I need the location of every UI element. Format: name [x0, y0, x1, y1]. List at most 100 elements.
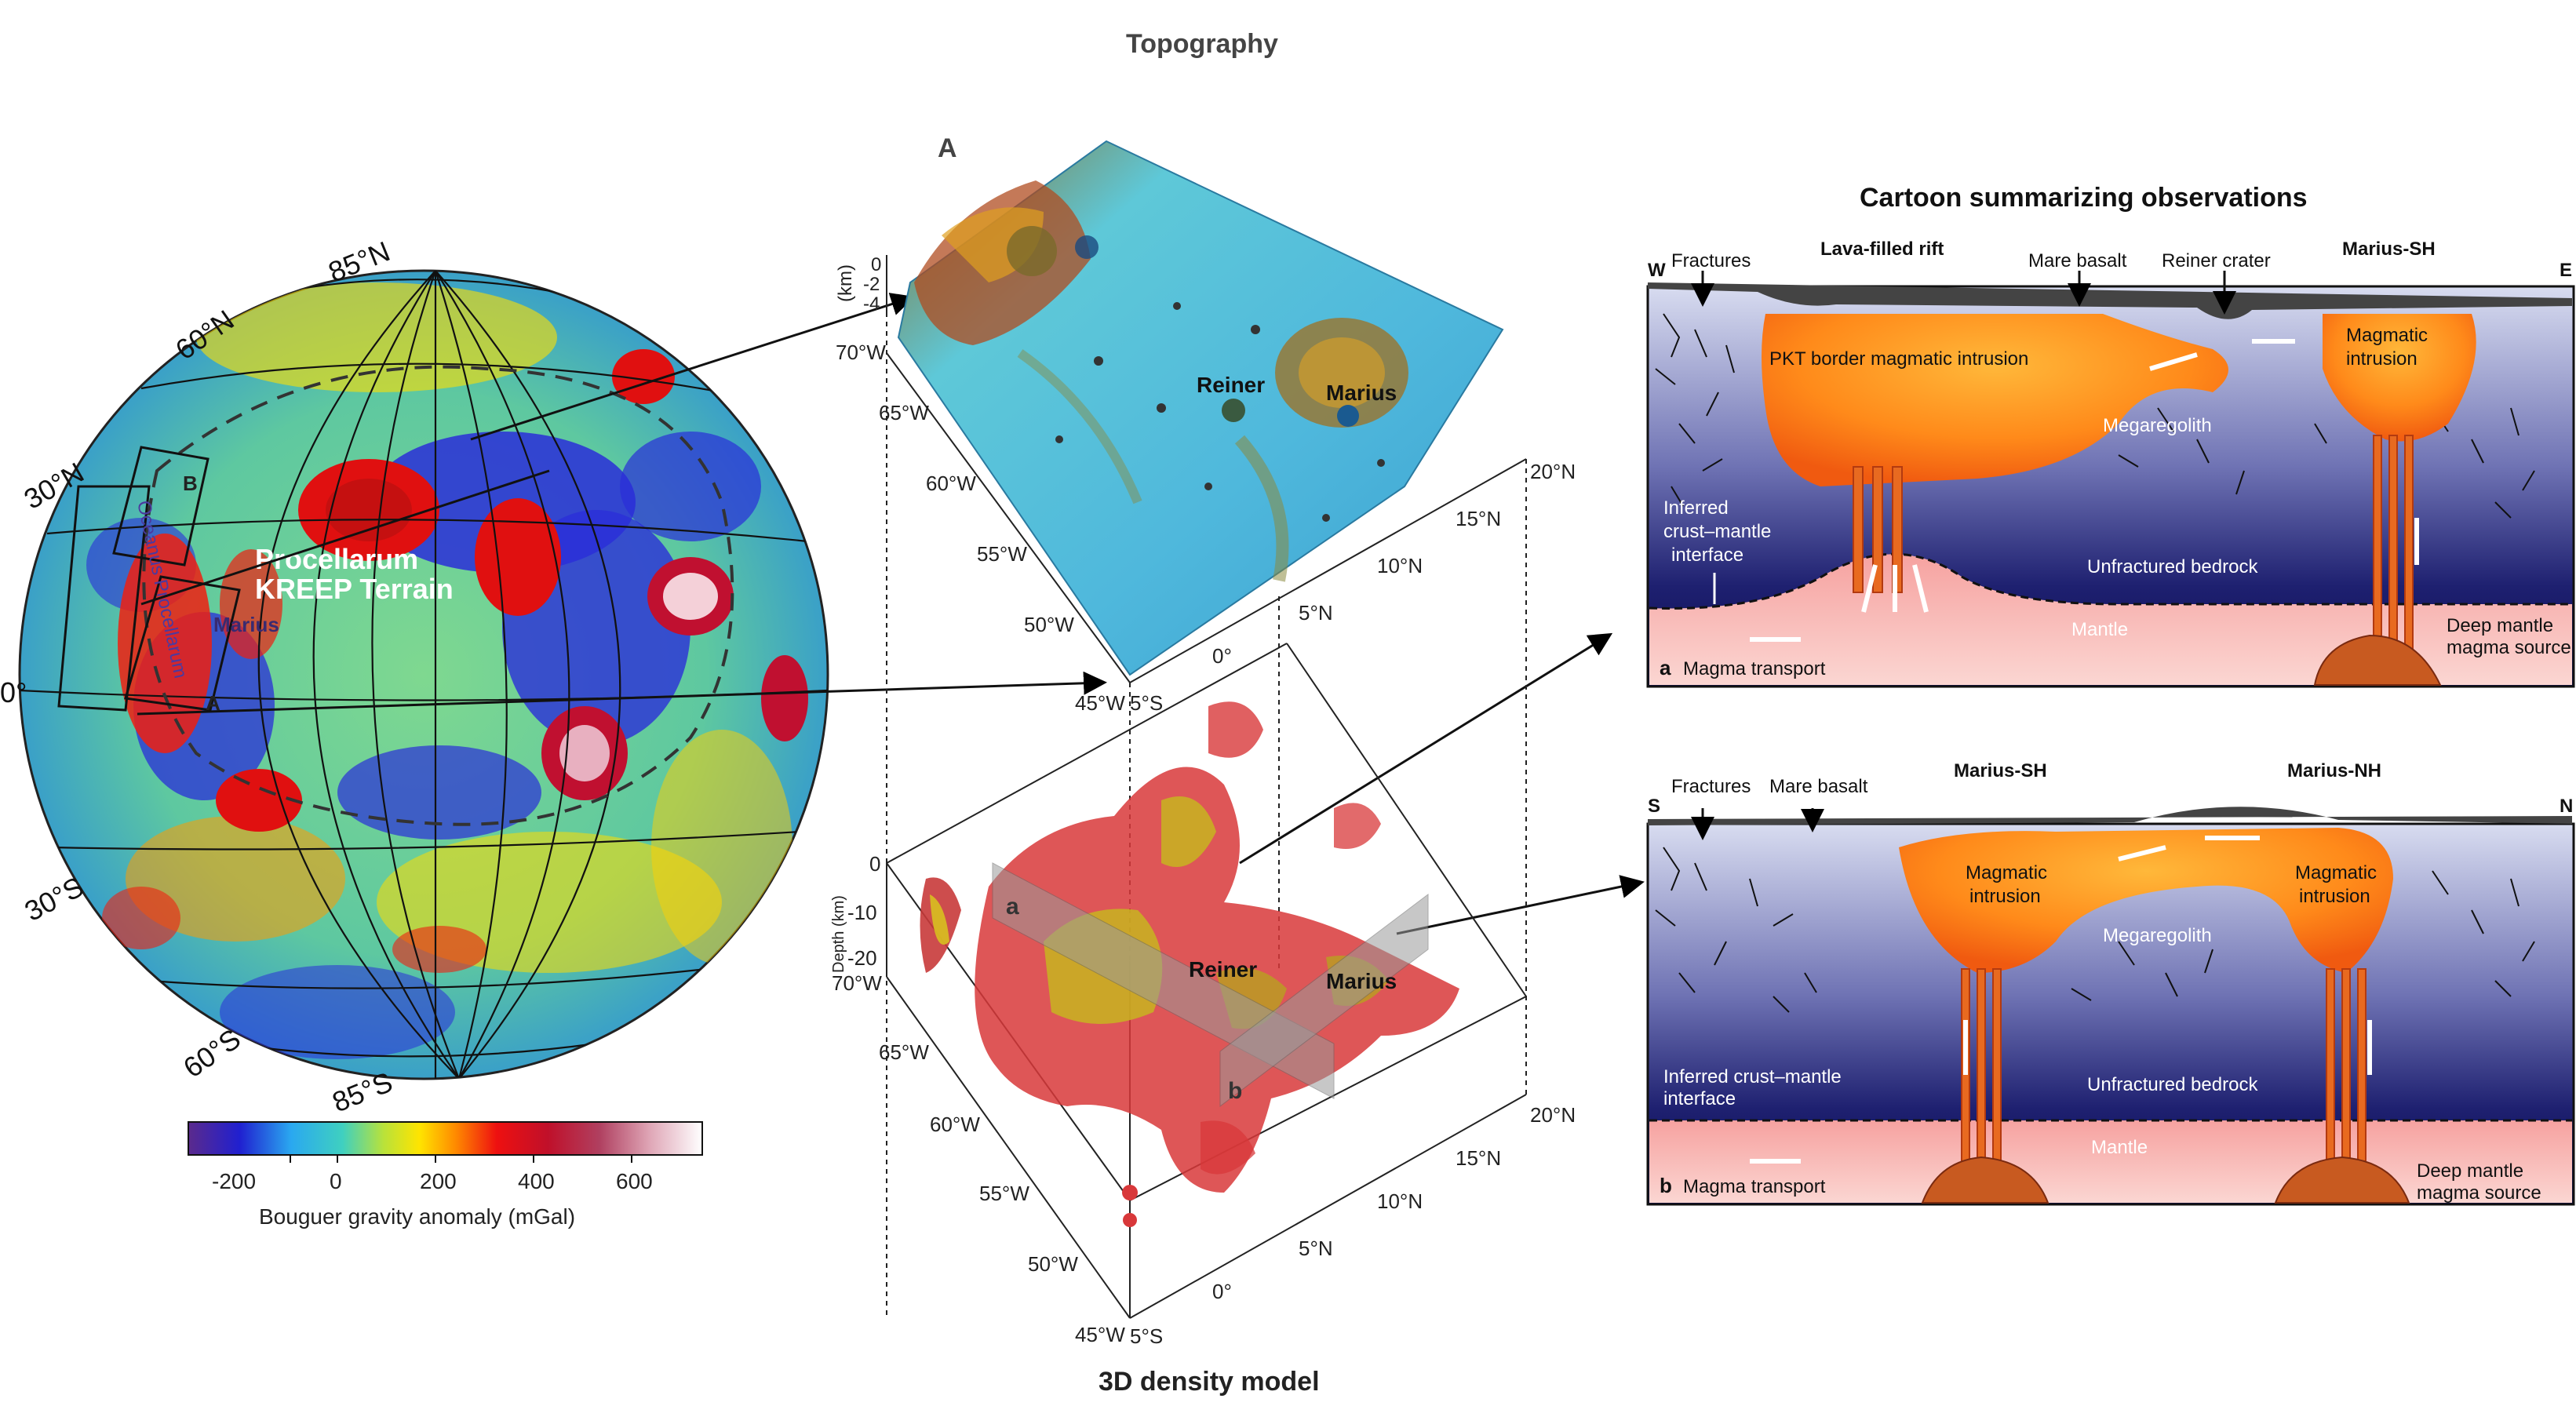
cartoon-b-intrusion2-line2: intrusion — [2299, 886, 2370, 907]
cartoon-b-inferred-line2: interface — [1663, 1088, 1736, 1109]
cartoon-a-fractures: Fractures — [1671, 250, 1751, 271]
cartoon-a-pkt: PKT border magmatic intrusion — [1769, 348, 2028, 370]
cartoon-b-transport: Magma transport — [1683, 1176, 1826, 1197]
cartoon-b-mantle: Mantle — [2091, 1137, 2148, 1158]
region-box — [57, 485, 151, 712]
density-lon-tick: 70°W — [832, 971, 882, 995]
topo-label-marius: Marius — [1326, 381, 1397, 405]
cartoon-a-transport: Magma transport — [1683, 658, 1826, 679]
study-box-A — [124, 575, 241, 712]
cartoon-a-reiner: Reiner crater — [2162, 250, 2271, 271]
feeder-dikes-a — [1853, 435, 2414, 656]
topography-title: Topography — [1126, 29, 1278, 59]
colorbar-tick: 400 — [518, 1169, 555, 1193]
fractures-b — [1655, 847, 2535, 1013]
profile-plane-b — [1219, 893, 1429, 1108]
colorbar-tick: 0 — [330, 1169, 342, 1193]
topo-lon-tick: 65°W — [879, 401, 929, 424]
density-lat-tick: 20°N — [1530, 1103, 1576, 1127]
cartoon-a-inferred-line1: Inferred — [1663, 497, 1729, 519]
cartoon-b-mare: Mare basalt — [1769, 776, 1868, 797]
density-lat-tick: 5°S — [1130, 1324, 1163, 1348]
deep-source-a — [2313, 634, 2442, 686]
cartoon-a-letter: a — [1660, 656, 1671, 679]
topography-panel-letter: A — [938, 133, 957, 163]
cartoon-b-intrusion2-line1: Magmatic — [2295, 862, 2377, 883]
cartoon-a-deep-line1: Deep mantle — [2447, 615, 2553, 636]
cartoon-a-mare: Mare basalt — [2028, 250, 2127, 271]
topo-z-tick: -2 — [863, 274, 880, 295]
cartoon-panel-b: S N Fractures Mare basalt Marius-SH Mari… — [1646, 760, 2575, 1206]
region-title-line2: KREEP Terrain — [255, 573, 454, 605]
connector-lines — [137, 293, 1645, 935]
density-depth-tick: -10 — [847, 901, 877, 924]
deep-source-b2 — [2274, 1156, 2410, 1204]
density-lon-tick: 65°W — [879, 1040, 929, 1064]
cartoon-panel-a: W E Fractures Lava-filled rift Mare basa… — [1646, 239, 2575, 688]
cartoon-a-dir-right: E — [2560, 260, 2572, 281]
colorbar-tick: 600 — [616, 1169, 653, 1193]
cartoon-a-rift: Lava-filled rift — [1820, 239, 1944, 260]
density-depth-tick: 0 — [869, 852, 880, 876]
marius-sh-intrusion-a — [2323, 314, 2476, 442]
topo-lat-tick: 5°S — [1130, 691, 1163, 715]
topo-lat-tick: 0° — [1212, 644, 1232, 668]
lat-label-0: 0° — [0, 676, 27, 708]
gravity-globe: B A Oceanus Procellarum Marius Procellar… — [0, 235, 829, 1118]
study-box-B — [112, 446, 210, 566]
density-lat-tick: 0° — [1212, 1280, 1232, 1303]
topography-relief — [914, 180, 1408, 582]
cartoon-b-dir-left: S — [1648, 796, 1660, 817]
density-depth-label: Depth (km) — [830, 895, 847, 973]
topo-lat-tick: 15°N — [1456, 507, 1501, 530]
colorbar: -200 0 200 400 600 Bouguer gravity anoma… — [188, 1121, 703, 1229]
profile-letter-b: b — [1228, 1078, 1242, 1104]
topo-lon-tick: 45°W — [1075, 691, 1125, 715]
cartoon-a-inferred-line3: interface — [1671, 545, 1743, 566]
cartoon-b-marius-nh: Marius-NH — [2287, 760, 2381, 781]
density-label-reiner: Reiner — [1189, 957, 1257, 982]
density-lat-tick: 15°N — [1456, 1146, 1501, 1170]
cartoon-b-marius-sh: Marius-SH — [1954, 760, 2047, 781]
cartoon-b-fractures: Fractures — [1671, 776, 1751, 797]
density-lon-tick: 45°W — [1075, 1323, 1125, 1346]
density-panel: a b Reiner Marius Depth (km) 0 -10 -20 7… — [830, 643, 1576, 1397]
cartoon-a-marius-sh: Marius-SH — [2342, 239, 2436, 260]
topo-z-tick: -4 — [863, 293, 880, 315]
topo-z-unit: (km) — [835, 264, 856, 302]
density-lon-tick: 50°W — [1028, 1252, 1078, 1276]
density-lat-tick: 10°N — [1377, 1189, 1423, 1213]
cartoon-a-deep-line2: magma source — [2447, 637, 2571, 658]
profile-letter-a: a — [1006, 894, 1019, 920]
globe-graticule — [20, 271, 828, 1079]
topo-lat-tick: 10°N — [1377, 554, 1423, 577]
topo-lon-tick: 55°W — [977, 542, 1027, 566]
topo-lon-tick: 60°W — [926, 472, 976, 495]
topo-lon-tick: 70°W — [836, 341, 886, 364]
pkt-intrusion — [1762, 314, 2228, 486]
deep-source-b1 — [1921, 1156, 2050, 1204]
cartoon-b-letter: b — [1660, 1174, 1672, 1197]
cartoon-title: Cartoon summarizing observations — [1860, 183, 2308, 213]
marius-globe-label: Marius — [213, 613, 279, 636]
density-lat-tick: 5°N — [1299, 1237, 1333, 1260]
cartoon-a-mantle: Mantle — [2071, 619, 2128, 640]
topo-z-tick: 0 — [871, 254, 881, 275]
topo-lat-tick: 20°N — [1530, 460, 1576, 483]
pkt-boundary — [142, 365, 734, 826]
topo-label-reiner: Reiner — [1197, 373, 1265, 397]
colorbar-tick: -200 — [212, 1169, 256, 1193]
cartoon-b-deep-line2: magma source — [2417, 1182, 2541, 1204]
topography-panel: Topography A — [835, 29, 1576, 1318]
cartoon-b-intrusion1-line1: Magmatic — [1966, 862, 2047, 883]
marius-sh-intrusion-b — [1899, 828, 2393, 973]
cartoon-a-inferred-line2: crust–mantle — [1663, 521, 1771, 542]
density-title: 3D density model — [1099, 1367, 1320, 1397]
colorbar-label: Bouguer gravity anomaly (mGal) — [259, 1204, 575, 1229]
cartoon-a-intrusion-line2: intrusion — [2346, 348, 2418, 370]
cartoon-a-intrusion-line1: Magmatic — [2346, 325, 2428, 346]
cartoon-b-deep-line1: Deep mantle — [2417, 1160, 2523, 1182]
density-label-marius: Marius — [1326, 969, 1397, 993]
density-lon-tick: 55°W — [979, 1182, 1029, 1205]
